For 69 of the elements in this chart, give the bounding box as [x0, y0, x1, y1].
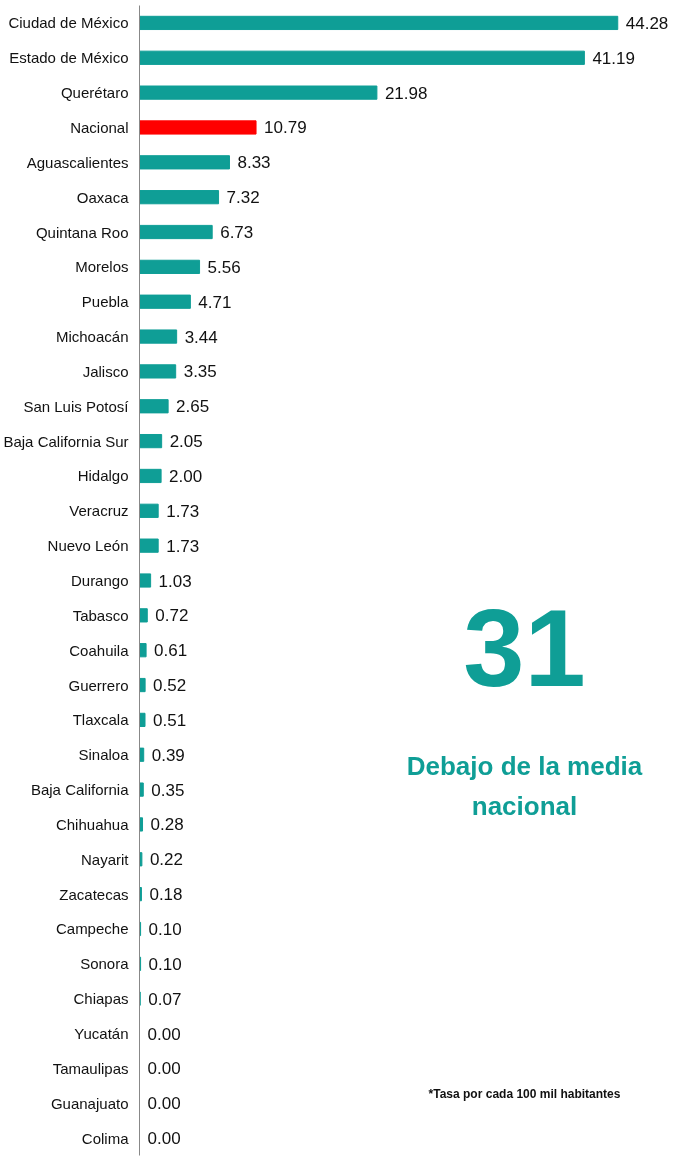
data-label: 44.28	[625, 13, 669, 33]
data-label: 4.71	[198, 292, 232, 312]
data-label: 0.61	[154, 641, 188, 661]
y-tick-label: Hidalgo	[77, 467, 129, 485]
annotation: 31	[463, 585, 586, 709]
data-label: 0.28	[150, 815, 184, 835]
y-tick-label: Jalisco	[82, 362, 129, 380]
y-tick-label: Tabasco	[72, 606, 129, 624]
data-label: 0.00	[147, 1024, 181, 1044]
data-label: 0.22	[149, 850, 183, 870]
data-label: 0.10	[148, 954, 182, 974]
y-tick-label: Baja California	[30, 781, 130, 799]
y-tick-label: Guanajuato	[50, 1094, 129, 1112]
data-label: 3.35	[183, 362, 217, 382]
data-label: 2.05	[169, 432, 203, 452]
y-tick-label: Querétaro	[60, 84, 129, 102]
y-tick-label: Sonora	[80, 955, 130, 973]
y-tick-label: Sinaloa	[78, 746, 130, 764]
data-label: 2.00	[169, 466, 203, 486]
y-tick-label: Morelos	[75, 258, 129, 276]
data-label: 41.19	[592, 48, 635, 68]
data-label: 6.73	[220, 223, 254, 243]
data-label: 1.03	[158, 571, 192, 591]
annotation: *Tasa por cada 100 mil habitantes	[428, 1086, 621, 1101]
y-tick-label: Oaxaca	[76, 188, 130, 206]
data-label: 0.00	[147, 1094, 181, 1114]
data-label: 21.98	[384, 83, 428, 103]
y-tick-label: Chiapas	[73, 990, 129, 1008]
y-tick-label: Ciudad de México	[8, 14, 129, 32]
data-label: 10.79	[264, 118, 307, 138]
y-tick-label: Estado de México	[9, 49, 129, 67]
y-tick-label: Chihuahua	[55, 815, 130, 833]
y-tick-label: Campeche	[55, 920, 129, 938]
data-label: 1.73	[166, 501, 200, 521]
y-tick-label: Durango	[70, 572, 129, 589]
data-label: 0.35	[151, 780, 185, 800]
data-label: 1.73	[166, 536, 200, 556]
data-label: 0.07	[148, 989, 182, 1009]
data-label: 0.00	[147, 1129, 181, 1149]
data-label: 0.51	[153, 710, 187, 730]
data-label: 5.56	[207, 257, 241, 277]
y-tick-label: Colima	[81, 1129, 130, 1147]
data-label: 0.72	[155, 606, 189, 626]
y-tick-label: Guerrero	[68, 676, 129, 694]
y-tick-label: Zacatecas	[59, 885, 129, 903]
y-tick-label: Aguascalientes	[26, 153, 129, 171]
y-tick-label: San Luis Potosí	[23, 397, 130, 415]
y-tick-label: Quintana Roo	[35, 223, 129, 241]
data-label: 0.10	[148, 919, 182, 939]
data-label: 0.39	[151, 745, 185, 765]
y-tick-label: Veracruz	[69, 502, 129, 520]
data-label: 3.44	[184, 327, 218, 347]
y-tick-label: Baja California Sur	[3, 432, 129, 450]
y-tick-label: Nayarit	[80, 850, 130, 868]
y-tick-label: Tlaxcala	[72, 711, 130, 729]
y-tick-label: Tamaulipas	[52, 1059, 129, 1077]
data-label: 8.33	[237, 153, 271, 173]
y-tick-label: Nuevo León	[47, 537, 129, 555]
data-label: 7.32	[226, 188, 260, 208]
y-tick-label: Puebla	[81, 293, 130, 311]
data-label: 0.52	[153, 676, 187, 696]
annotation: Debajo de la media nacional	[406, 750, 643, 821]
y-tick-label: Coahuila	[69, 641, 130, 659]
y-tick-label: Nacional	[70, 118, 129, 136]
data-label: 0.18	[149, 885, 183, 905]
data-label: 2.65	[176, 397, 210, 417]
y-tick-label: Michoacán	[55, 328, 129, 346]
data-label: 0.00	[147, 1059, 181, 1079]
y-tick-label: Yucatán	[74, 1025, 129, 1043]
